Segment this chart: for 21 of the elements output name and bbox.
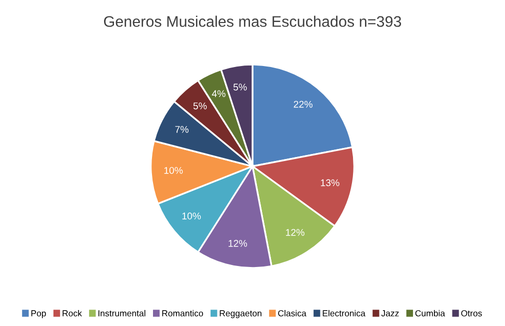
- legend-label: Clasica: [278, 310, 306, 316]
- legend-label: Jazz: [381, 310, 399, 316]
- legend-label: Otros: [461, 310, 482, 316]
- legend-label: Rock: [62, 310, 82, 316]
- data-label: 13%: [320, 179, 340, 186]
- data-label: 5%: [193, 102, 207, 110]
- data-label: 5%: [233, 84, 247, 91]
- legend-label: Reggaeton: [220, 310, 262, 318]
- legend-label: Pop: [31, 310, 46, 318]
- data-label: 12%: [286, 228, 304, 236]
- legend-label: Electronica: [322, 310, 366, 316]
- data-label: 10%: [164, 166, 183, 174]
- legend-label: Romantico: [162, 310, 204, 316]
- legend-label: Instrumental: [98, 310, 146, 316]
- chart-title: Generos Musicales mas Escuchados n=393: [104, 16, 402, 27]
- legend-label: Cumbia: [415, 310, 446, 316]
- data-label: 22%: [294, 100, 312, 108]
- data-label: 4%: [212, 90, 226, 98]
- data-label: 7%: [175, 126, 188, 133]
- data-label: 12%: [228, 240, 248, 247]
- data-label: 10%: [182, 212, 201, 220]
